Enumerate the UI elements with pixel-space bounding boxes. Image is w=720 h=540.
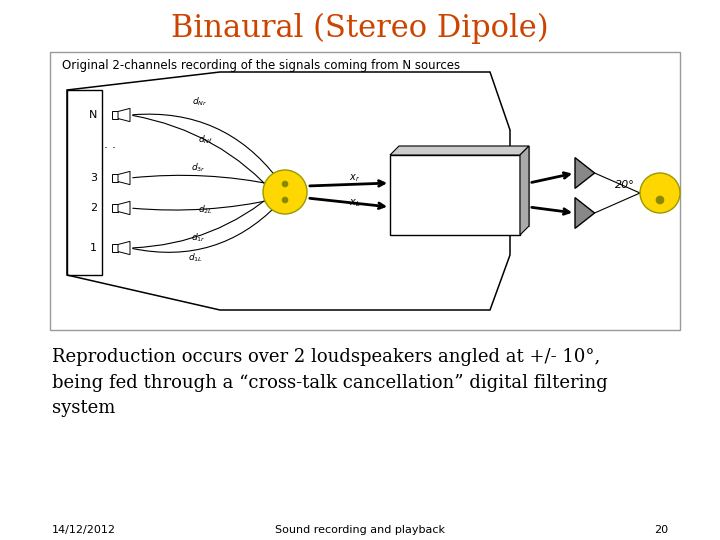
Text: $x_L$: $x_L$	[349, 197, 361, 209]
Text: $d_{2L}$: $d_{2L}$	[197, 204, 212, 216]
Polygon shape	[118, 201, 130, 214]
Text: Binaural (Stereo Dipole): Binaural (Stereo Dipole)	[171, 12, 549, 44]
Polygon shape	[575, 198, 595, 228]
Text: Original 2-channels recording of the signals coming from N sources: Original 2-channels recording of the sig…	[62, 58, 460, 71]
Circle shape	[263, 170, 307, 214]
Bar	[112, 111, 118, 119]
Bar	[50, 52, 680, 330]
Bar	[112, 204, 118, 212]
Text: $d_{N\ell}$: $d_{N\ell}$	[198, 134, 212, 146]
Polygon shape	[575, 158, 595, 188]
Text: $d_{1r}$: $d_{1r}$	[191, 232, 205, 244]
Bar	[67, 90, 102, 275]
Bar	[399, 146, 529, 226]
Text: 20: 20	[654, 525, 668, 535]
Circle shape	[640, 173, 680, 213]
Circle shape	[656, 196, 664, 204]
Polygon shape	[520, 146, 529, 235]
Text: $d_{1L}$: $d_{1L}$	[187, 252, 202, 264]
Polygon shape	[118, 241, 130, 255]
Polygon shape	[118, 109, 130, 122]
Text: 2: 2	[90, 203, 97, 213]
Polygon shape	[390, 146, 529, 155]
Text: 3: 3	[90, 173, 97, 183]
Polygon shape	[118, 171, 130, 185]
Bar	[390, 155, 520, 235]
Text: Reproduction occurs over 2 loudspeakers angled at +/- 10°,
being fed through a “: Reproduction occurs over 2 loudspeakers …	[52, 348, 608, 417]
Circle shape	[282, 181, 288, 187]
Bar	[112, 174, 118, 182]
Text: 1: 1	[90, 243, 97, 253]
Text: N: N	[89, 110, 97, 120]
Text: Cross-talk
canceller: Cross-talk canceller	[426, 181, 485, 209]
Circle shape	[282, 197, 288, 203]
Text: · ·: · ·	[104, 141, 116, 154]
Text: 20°: 20°	[615, 180, 635, 190]
Bar	[112, 244, 118, 252]
Text: $x_r$: $x_r$	[349, 172, 361, 184]
Text: $d_{3r}$: $d_{3r}$	[191, 162, 205, 174]
Text: $d_{Nr}$: $d_{Nr}$	[192, 96, 207, 108]
Text: 14/12/2012: 14/12/2012	[52, 525, 116, 535]
Text: Sound recording and playback: Sound recording and playback	[275, 525, 445, 535]
